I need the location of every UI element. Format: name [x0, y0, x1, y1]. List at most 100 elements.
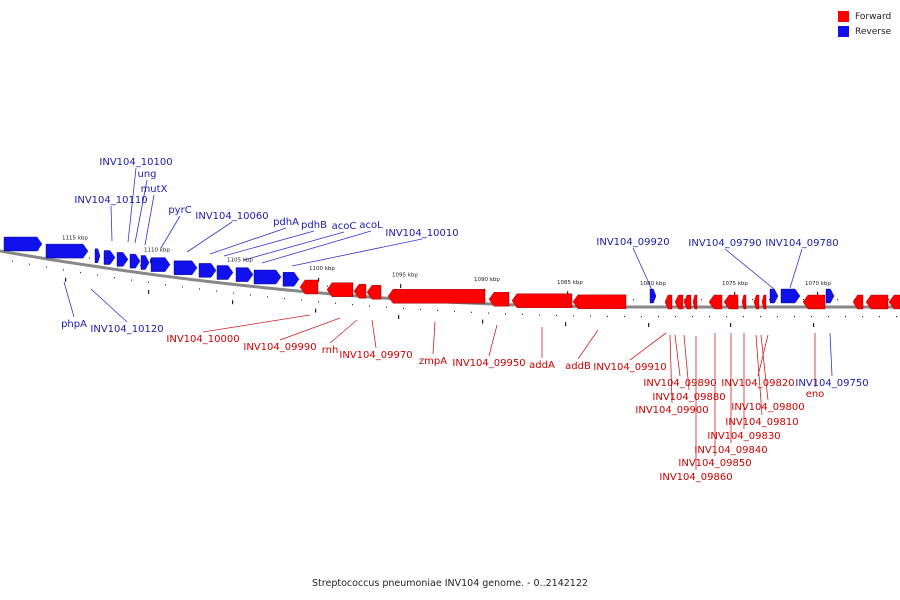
genes: [3, 236, 900, 310]
minor-tick: [12, 260, 13, 262]
forward-gene-label[interactable]: INV104_09890: [643, 378, 716, 389]
forward-gene-label[interactable]: INV104_09810: [725, 417, 798, 428]
reverse-gene[interactable]: [235, 267, 254, 282]
forward-gene[interactable]: [353, 284, 367, 299]
major-tick: [65, 277, 67, 282]
reverse-gene-label[interactable]: acoC: [332, 221, 357, 232]
reverse-gene-label[interactable]: mutX: [141, 184, 168, 195]
forward-gene-label[interactable]: INV104_09910: [593, 362, 666, 373]
scale-label: 1095 kbp: [392, 273, 418, 279]
forward-gene-label[interactable]: INV104_09950: [452, 358, 525, 369]
forward-gene-label[interactable]: INV104_09860: [659, 472, 732, 483]
minor-tick: [114, 277, 115, 279]
reverse-gene-label[interactable]: INV104_10120: [90, 324, 163, 335]
reverse-gene-label[interactable]: ung: [137, 169, 156, 180]
forward-gene[interactable]: [664, 294, 673, 310]
reverse-gene[interactable]: [140, 255, 150, 270]
reverse-gene-label[interactable]: INV104_09790: [688, 238, 761, 249]
forward-gene-label[interactable]: INV104_09880: [652, 392, 725, 403]
reverse-gene[interactable]: [769, 288, 779, 304]
reverse-gene-label[interactable]: INV104_09780: [765, 238, 838, 249]
reverse-gene-label[interactable]: INV104_09750: [795, 378, 868, 389]
reverse-gene[interactable]: [129, 253, 141, 269]
forward-gene[interactable]: [366, 285, 382, 300]
forward-leader: [329, 319, 358, 344]
forward-leader: [629, 332, 667, 361]
forward-gene[interactable]: [683, 294, 692, 310]
reverse-gene-label[interactable]: INV104_10060: [195, 211, 268, 222]
forward-gene[interactable]: [488, 292, 510, 307]
reverse-gene-label[interactable]: pdhB: [301, 220, 327, 231]
major-tick: [482, 319, 484, 324]
forward-gene-label[interactable]: addA: [529, 360, 555, 371]
major-tick: [648, 323, 650, 327]
forward-gene[interactable]: [852, 294, 864, 310]
minor-tick: [216, 290, 217, 292]
reverse-gene-label[interactable]: INV104_10100: [99, 157, 172, 168]
reverse-gene-label[interactable]: pdhA: [273, 217, 299, 228]
minor-tick: [888, 299, 889, 301]
reverse-leader: [223, 230, 315, 257]
reverse-gene[interactable]: [216, 265, 234, 280]
reverse-gene[interactable]: [282, 272, 300, 287]
scale-label: 1070 kbp: [805, 281, 831, 287]
forward-gene[interactable]: [326, 282, 354, 297]
minor-tick: [301, 299, 302, 301]
reverse-gene-label[interactable]: acoL: [359, 220, 383, 231]
reverse-gene-label[interactable]: INV104_10110: [74, 195, 147, 206]
forward-gene[interactable]: [708, 294, 723, 310]
reverse-gene[interactable]: [116, 252, 129, 267]
forward-gene-label[interactable]: rnh: [322, 345, 339, 356]
scale-label: 1080 kbp: [640, 281, 666, 287]
forward-gene-label[interactable]: INV104_09850: [678, 458, 751, 469]
reverse-gene[interactable]: [3, 236, 43, 252]
reverse-gene[interactable]: [825, 288, 835, 304]
reverse-leader: [209, 227, 287, 255]
forward-gene-label[interactable]: INV104_09970: [339, 350, 412, 361]
forward-gene-label[interactable]: INV104_09800: [731, 402, 804, 413]
minor-tick: [760, 316, 761, 318]
forward-gene-label[interactable]: INV104_09900: [635, 405, 708, 416]
forward-gene[interactable]: [741, 294, 747, 310]
reverse-gene-label[interactable]: phpA: [61, 319, 87, 330]
forward-gene-label[interactable]: INV104_09830: [707, 431, 780, 442]
reverse-gene-label[interactable]: pyrC: [168, 205, 191, 216]
reverse-gene[interactable]: [649, 288, 657, 304]
forward-gene-label[interactable]: zmpA: [419, 356, 447, 367]
forward-gene[interactable]: [802, 294, 826, 310]
forward-gene[interactable]: [761, 294, 767, 310]
forward-gene-label[interactable]: INV104_10000: [166, 334, 239, 345]
forward-gene[interactable]: [753, 294, 760, 310]
forward-leader: [432, 321, 436, 355]
forward-gene[interactable]: [692, 294, 698, 310]
reverse-gene[interactable]: [253, 269, 282, 285]
forward-gene-label[interactable]: INV104_09840: [694, 445, 767, 456]
forward-gene[interactable]: [572, 294, 627, 309]
reverse-gene[interactable]: [780, 288, 801, 304]
forward-gene-label[interactable]: INV104_09820: [721, 378, 794, 389]
forward-gene-label[interactable]: eno: [806, 389, 825, 400]
reverse-gene[interactable]: [94, 248, 101, 263]
reverse-gene[interactable]: [103, 250, 116, 265]
reverse-leader: [632, 247, 653, 291]
forward-gene[interactable]: [723, 294, 739, 310]
reverse-gene[interactable]: [198, 263, 217, 278]
forward-leader: [755, 334, 763, 416]
reverse-gene[interactable]: [150, 257, 171, 272]
minor-tick: [284, 297, 285, 300]
forward-gene[interactable]: [888, 294, 900, 310]
minor-tick: [352, 304, 353, 306]
forward-leader: [279, 317, 341, 341]
forward-gene-label[interactable]: addB: [565, 361, 591, 372]
reverse-gene-label[interactable]: INV104_09920: [596, 237, 669, 248]
forward-gene[interactable]: [511, 293, 573, 308]
forward-leader: [488, 324, 498, 357]
forward-gene[interactable]: [299, 279, 319, 295]
forward-gene-label[interactable]: INV104_09990: [243, 342, 316, 353]
forward-gene[interactable]: [674, 294, 684, 310]
reverse-gene[interactable]: [45, 243, 89, 259]
reverse-gene-label[interactable]: INV104_10010: [385, 228, 458, 239]
forward-gene[interactable]: [387, 289, 486, 304]
reverse-gene[interactable]: [173, 260, 198, 275]
forward-gene[interactable]: [865, 294, 889, 310]
